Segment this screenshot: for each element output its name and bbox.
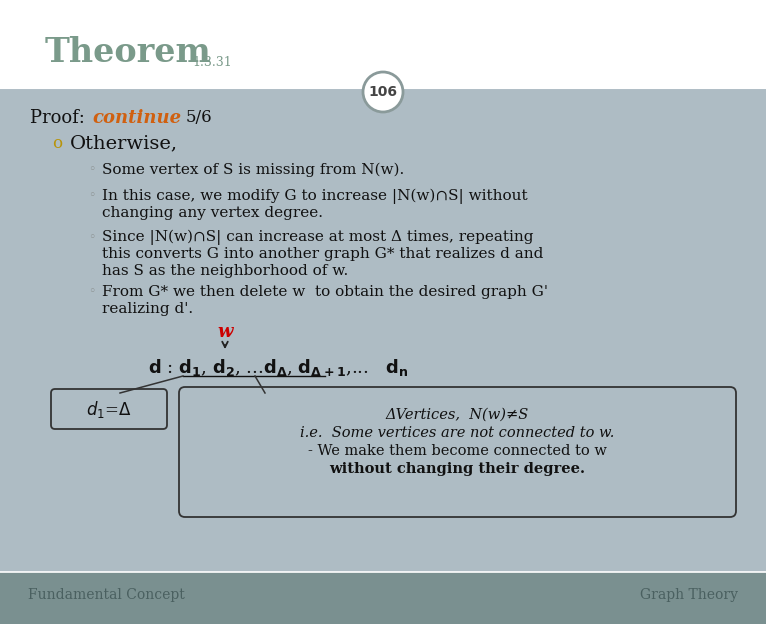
Text: Proof:: Proof:	[30, 109, 90, 127]
Text: ◦: ◦	[88, 286, 96, 298]
Text: ◦: ◦	[88, 163, 96, 177]
Text: 5/6: 5/6	[186, 109, 213, 127]
Text: Some vertex of S is missing from N(w).: Some vertex of S is missing from N(w).	[102, 163, 404, 177]
Text: ΔVertices,  N(w)≠S: ΔVertices, N(w)≠S	[386, 408, 529, 422]
Text: Graph Theory: Graph Theory	[640, 588, 738, 602]
Text: o: o	[52, 135, 62, 152]
Text: changing any vertex degree.: changing any vertex degree.	[102, 206, 323, 220]
Text: ◦: ◦	[88, 230, 96, 243]
Text: 1.3.31: 1.3.31	[192, 56, 232, 69]
Text: ◦: ◦	[88, 190, 96, 203]
Text: w: w	[218, 323, 233, 341]
Text: Otherwise,: Otherwise,	[70, 134, 178, 152]
Text: realizing d'.: realizing d'.	[102, 302, 193, 316]
Circle shape	[363, 72, 403, 112]
Text: without changing their degree.: without changing their degree.	[329, 462, 585, 476]
Text: $d_1$=$\Delta$: $d_1$=$\Delta$	[87, 399, 132, 419]
Text: $\mathbf{d}$ : $\mathbf{d_1}$, $\mathbf{d_2}$, ...$\mathbf{d_\Delta}$, $\mathbf{: $\mathbf{d}$ : $\mathbf{d_1}$, $\mathbf{…	[148, 358, 408, 379]
FancyBboxPatch shape	[179, 387, 736, 517]
Text: Theorem: Theorem	[45, 36, 211, 69]
Text: continue: continue	[92, 109, 181, 127]
Text: Fundamental Concept: Fundamental Concept	[28, 588, 185, 602]
FancyBboxPatch shape	[51, 389, 167, 429]
Text: this converts G into another graph G* that realizes d and: this converts G into another graph G* th…	[102, 247, 543, 261]
Text: From G* we then delete w  to obtain the desired graph G': From G* we then delete w to obtain the d…	[102, 285, 548, 299]
FancyBboxPatch shape	[0, 0, 766, 88]
Text: - We make them become connected to w: - We make them become connected to w	[308, 444, 607, 458]
FancyBboxPatch shape	[0, 572, 766, 624]
Text: In this case, we modify G to increase |N(w)∩S| without: In this case, we modify G to increase |N…	[102, 188, 528, 203]
Text: Since |N(w)∩S| can increase at most Δ times, repeating: Since |N(w)∩S| can increase at most Δ ti…	[102, 229, 533, 245]
Text: 106: 106	[368, 85, 398, 99]
Text: i.e.  Some vertices are not connected to w.: i.e. Some vertices are not connected to …	[300, 426, 614, 440]
Text: has S as the neighborhood of w.: has S as the neighborhood of w.	[102, 264, 349, 278]
